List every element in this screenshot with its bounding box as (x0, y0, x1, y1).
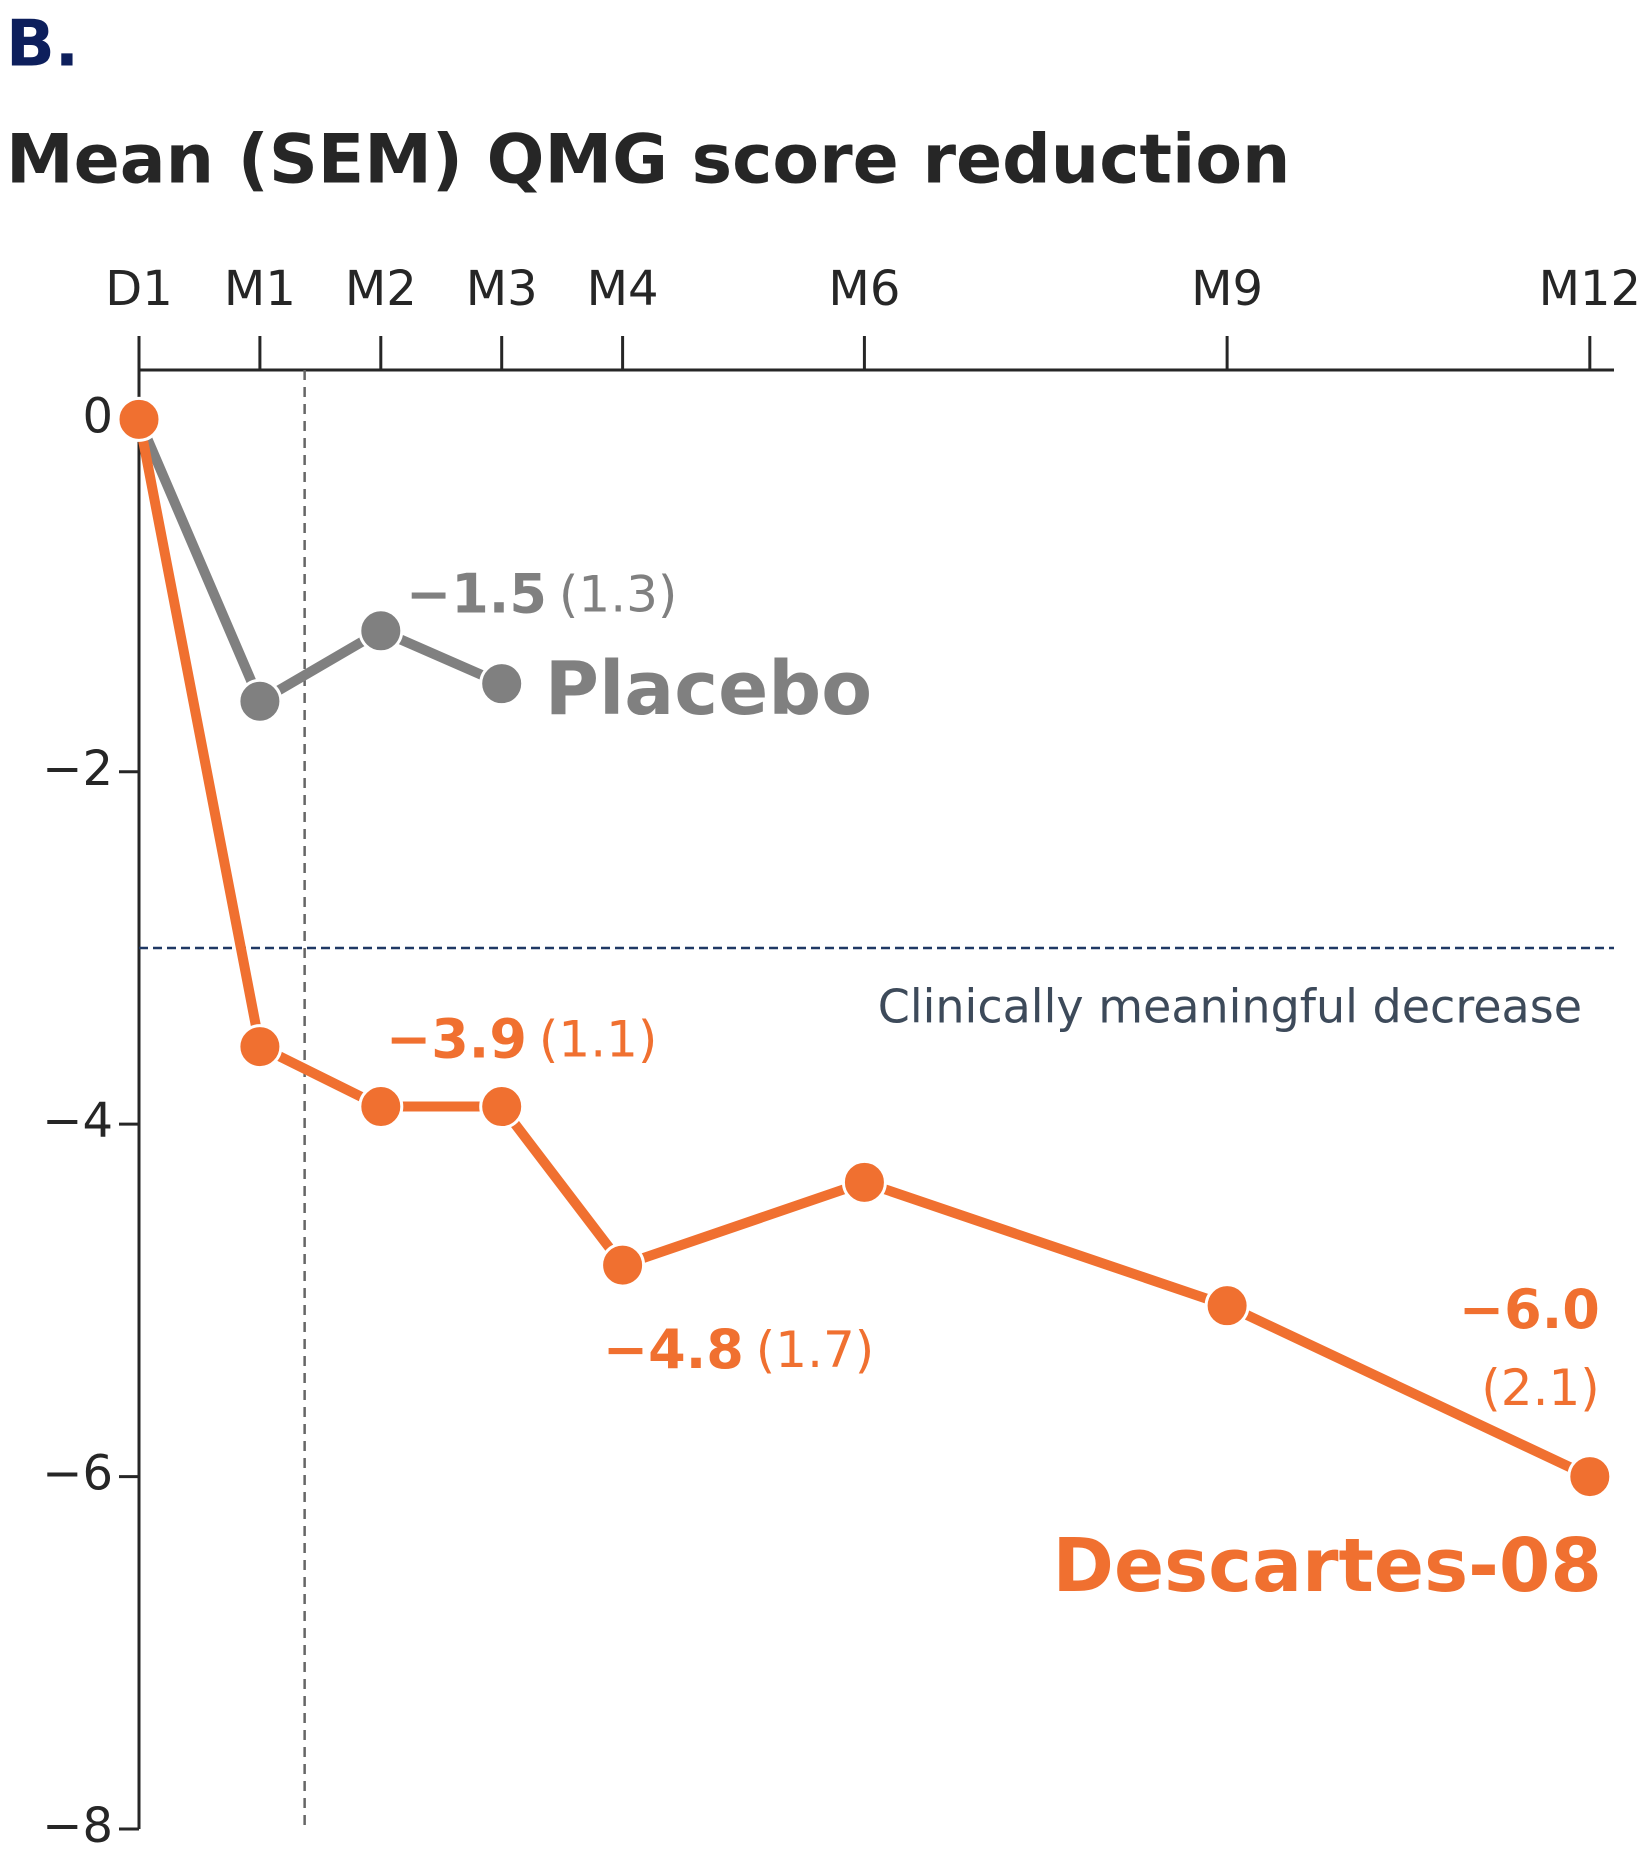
data-point (237, 1024, 283, 1070)
x-tick-label: M4 (587, 261, 659, 317)
data-point (1204, 1283, 1250, 1329)
value-label: −3.9 (386, 1007, 527, 1070)
series-name: Descartes-08 (1053, 1523, 1602, 1609)
x-tick-label: D1 (105, 261, 173, 317)
y-tick-label: 0 (82, 388, 113, 444)
data-point (479, 661, 525, 707)
x-tick-label: M1 (224, 261, 296, 317)
value-label-group: −4.8 (1.7) (603, 1318, 874, 1381)
value-label-group: −1.5 (1.3) (406, 562, 677, 625)
data-point (358, 1084, 404, 1130)
sem-label: (1.3) (559, 565, 678, 623)
data-point (600, 1242, 646, 1288)
value-label-group: −3.9 (1.1) (386, 1007, 657, 1070)
data-point (358, 608, 404, 654)
x-tick-label: M6 (828, 261, 900, 317)
y-tick-label: −6 (42, 1446, 113, 1502)
series-line (134, 417, 504, 707)
data-point (237, 678, 283, 724)
x-tick-label: M2 (345, 261, 417, 317)
y-tick-label: −2 (42, 741, 113, 797)
x-tick-label: M12 (1539, 261, 1638, 317)
x-tick-label: M9 (1191, 261, 1263, 317)
sem-label: (1.7) (756, 1321, 875, 1379)
x-tick-label: M3 (466, 261, 538, 317)
data-point (841, 1159, 887, 1205)
data-point (479, 1084, 525, 1130)
value-label: −4.8 (603, 1318, 744, 1381)
data-point (1567, 1454, 1613, 1500)
y-tick-label: −4 (42, 1093, 113, 1149)
value-label: −1.5 (406, 562, 547, 625)
value-label: −6.0 (1459, 1278, 1600, 1341)
sem-label: (2.1) (1481, 1359, 1600, 1417)
reference-label: Clinically meaningful decrease (878, 979, 1582, 1033)
y-tick-label: −8 (42, 1798, 113, 1854)
panel-label: B. (6, 8, 79, 82)
data-point (116, 396, 162, 442)
sem-label: (1.1) (539, 1010, 658, 1068)
series-name: Placebo (545, 646, 872, 732)
chart-title: Mean (SEM) QMG score reduction (6, 121, 1290, 200)
